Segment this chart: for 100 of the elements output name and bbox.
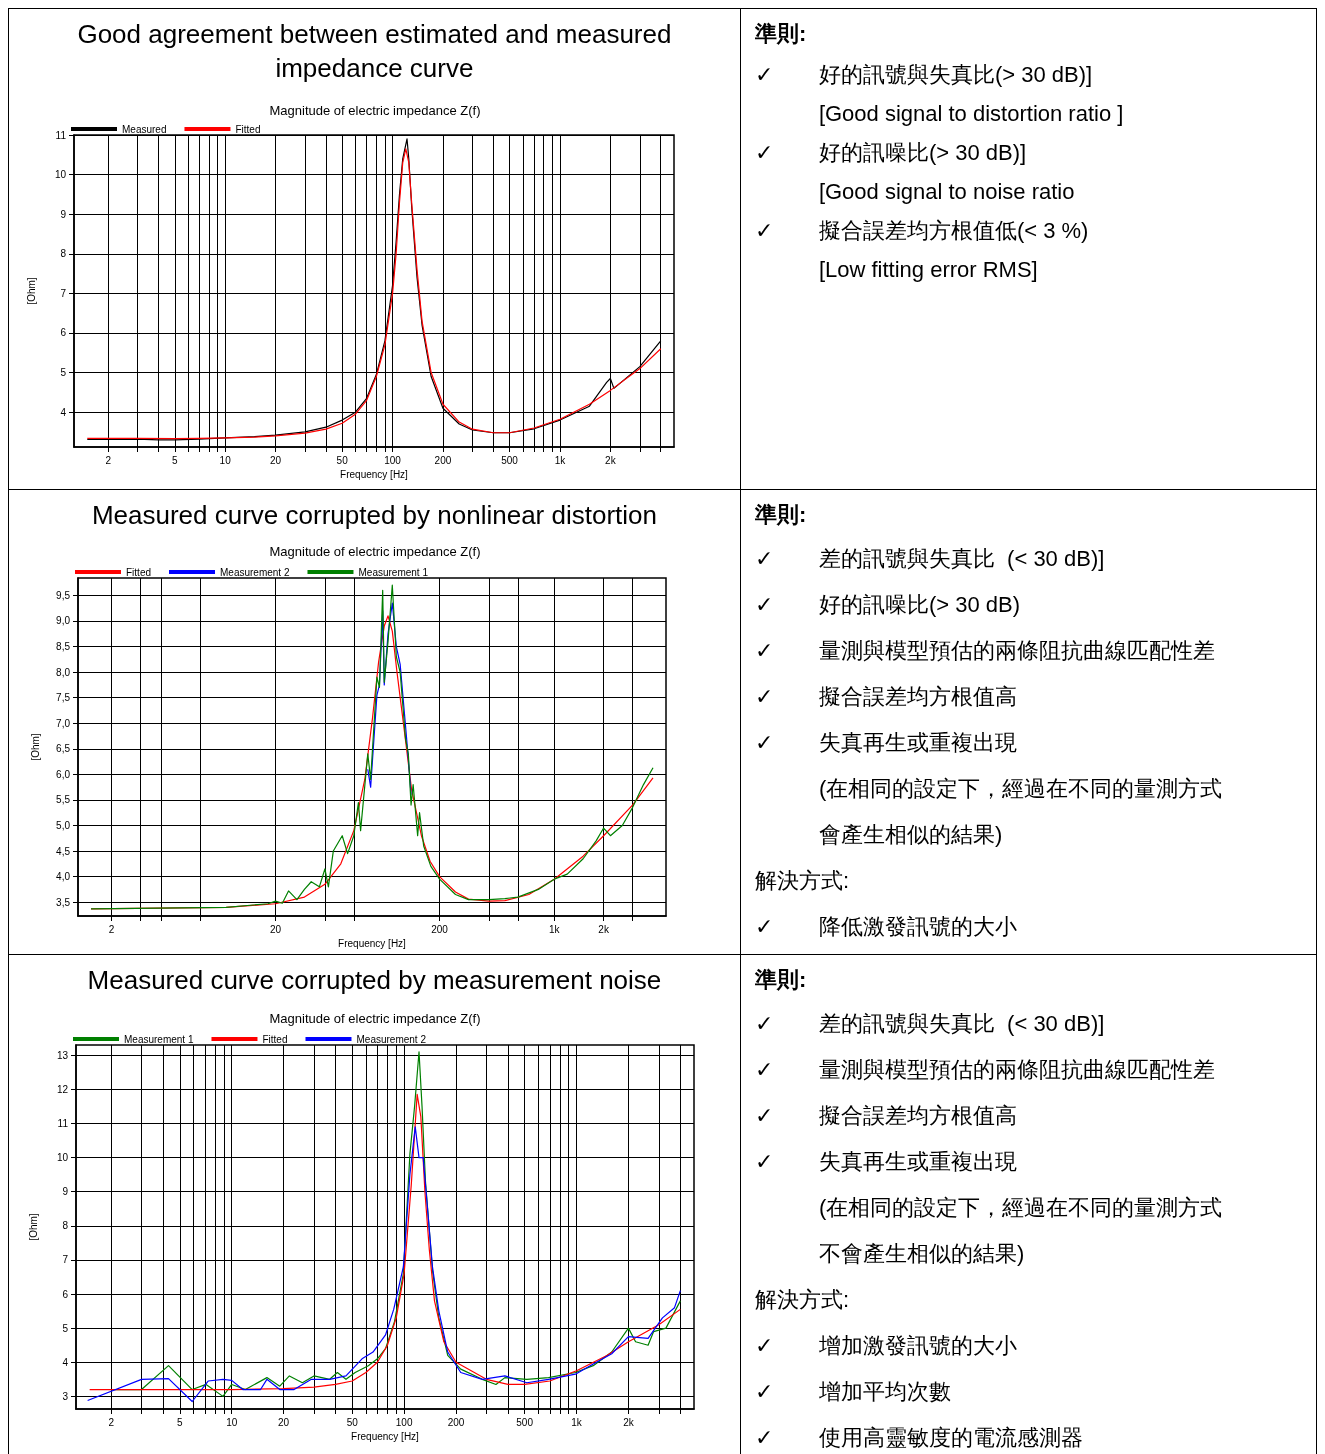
- legend-label: Measurement 2: [220, 566, 290, 578]
- y-tick-label: 8: [60, 248, 67, 260]
- text: ✓ 失真再生或重複出現: [754, 729, 1018, 757]
- y-tick-label: 5: [60, 367, 67, 379]
- x-tick-label: 10: [226, 1416, 238, 1428]
- text: [Low fitting error RMS]: [817, 256, 1039, 284]
- x-tick-label: 200: [434, 454, 452, 466]
- legend-label: Measurement 2: [356, 1033, 427, 1045]
- y-tick-label: 6: [62, 1288, 69, 1300]
- x-tick-label: 1k: [571, 1416, 583, 1428]
- x-tick-label: 2k: [598, 923, 610, 935]
- text: 解決方式:: [754, 1286, 850, 1314]
- y-tick-label: 4,0: [56, 871, 71, 883]
- y-tick-label: 12: [56, 1083, 69, 1095]
- x-tick-label: 2: [105, 454, 112, 466]
- text: [Good signal to noise ratio: [817, 178, 1076, 206]
- text: 會產生相似的結果): [817, 821, 1004, 849]
- text: ✓ 好的訊噪比(> 30 dB): [754, 591, 1021, 619]
- x-tick-label: 20: [278, 1416, 290, 1428]
- text: ✓ 量測與模型預估的兩條阻抗曲線匹配性差: [754, 637, 1216, 665]
- legend-label: Measurement 1: [124, 1033, 194, 1045]
- legend-label: Measurement 1: [358, 566, 429, 578]
- x-tick-label: 20: [269, 923, 282, 935]
- y-tick-label: 7: [60, 287, 67, 299]
- x-tick-label: 2: [108, 923, 115, 935]
- text: ✓ 失真再生或重複出現: [754, 1148, 1018, 1176]
- text: [Good signal to distortion ratio ]: [817, 100, 1125, 128]
- y-tick-label: 4: [62, 1356, 69, 1368]
- y-tick-label: 4: [60, 406, 67, 418]
- x-tick-label: 5: [177, 1416, 184, 1428]
- text: ✓ 擬合誤差均方根值高: [754, 1102, 1018, 1130]
- y-tick-label: 5: [62, 1322, 69, 1334]
- x-tick-label: 2k: [605, 454, 617, 466]
- y-tick-label: 7,0: [56, 717, 71, 729]
- y-tick-label: 9,0: [56, 615, 71, 627]
- text: ✓ 增加激發訊號的大小: [754, 1332, 1018, 1360]
- x-tick-label: 50: [336, 454, 349, 466]
- legend-label: Fitted: [126, 566, 152, 578]
- legend-label: Fitted: [262, 1033, 288, 1045]
- x-tick-label: 500: [501, 454, 519, 466]
- text: 準則:: [754, 966, 808, 994]
- x-tick-label: 5: [172, 454, 178, 466]
- y-tick-label: 10: [56, 1152, 69, 1164]
- y-tick-label: 8: [62, 1220, 69, 1232]
- text: (在相同的設定下，經過在不同的量測方式: [817, 1194, 1224, 1222]
- x-tick-label: 100: [395, 1416, 413, 1428]
- x-axis-title: Frequency [Hz]: [351, 1431, 420, 1443]
- x-tick-label: 20: [270, 454, 282, 466]
- chart-subtitle: Magnitude of electric impedance Z(f): [269, 103, 481, 118]
- y-tick-label: 8,5: [56, 641, 71, 653]
- y-tick-label: 9: [62, 1186, 69, 1198]
- y-tick-label: 5,0: [56, 819, 71, 831]
- y-tick-label: 11: [57, 1117, 69, 1129]
- x-tick-label: 100: [384, 454, 402, 466]
- y-axis-title: [Ohm]: [27, 1213, 39, 1241]
- y-tick-label: 7: [62, 1254, 69, 1266]
- y-tick-label: 9: [60, 208, 67, 220]
- text: 不會產生相似的結果): [817, 1240, 1026, 1268]
- x-tick-label: 50: [346, 1416, 359, 1428]
- y-tick-label: 6,5: [56, 743, 71, 755]
- chart-title: Good agreement between estimated and measured impedance curve: [76, 18, 673, 85]
- y-tick-label: 10: [54, 169, 67, 181]
- chart-subtitle: Magnitude of electric impedance Z(f): [269, 544, 481, 559]
- x-axis-title: Frequency [Hz]: [338, 938, 407, 950]
- y-tick-label: 13: [56, 1049, 69, 1061]
- y-tick-label: 6: [60, 327, 67, 339]
- y-tick-label: 3: [62, 1390, 69, 1402]
- legend-label: Fitted: [235, 123, 261, 135]
- x-tick-label: 2: [108, 1416, 115, 1428]
- y-tick-label: 3,5: [56, 896, 71, 908]
- y-tick-label: 6,0: [56, 768, 71, 780]
- text: ✓ 量測與模型預估的兩條阻抗曲線匹配性差: [754, 1056, 1216, 1084]
- chart-title: Measured curve corrupted by measurement noise: [86, 964, 663, 997]
- text: ✓ 差的訊號與失真比 (< 30 dB)]: [754, 545, 1106, 573]
- text: ✓ 降低激發訊號的大小: [754, 913, 1018, 941]
- x-tick-label: 2k: [623, 1416, 635, 1428]
- text: ✓ 擬合誤差均方根值低(< 3 %): [754, 217, 1090, 245]
- y-axis-title: [Ohm]: [29, 733, 41, 761]
- x-tick-label: 1k: [554, 454, 567, 466]
- text: ✓ 好的訊噪比(> 30 dB)]: [754, 139, 1028, 167]
- y-tick-label: 8,0: [56, 666, 71, 678]
- chart-title: Measured curve corrupted by nonlinear distortion: [90, 499, 658, 532]
- x-axis-title: Frequency [Hz]: [340, 469, 409, 481]
- y-axis-title: [Ohm]: [25, 277, 37, 305]
- y-tick-label: 9,5: [56, 589, 71, 601]
- x-tick-label: 10: [219, 454, 232, 466]
- y-tick-label: 4,5: [56, 845, 71, 857]
- text: ✓ 擬合誤差均方根值高: [754, 683, 1018, 711]
- x-tick-label: 500: [516, 1416, 534, 1428]
- text: ✓ 使用高靈敏度的電流感測器: [754, 1424, 1084, 1452]
- legend-label: Measured: [122, 123, 167, 135]
- text: 準則:: [754, 501, 808, 529]
- text: 解決方式:: [754, 867, 850, 895]
- y-tick-label: 7,5: [56, 692, 71, 704]
- x-tick-label: 200: [447, 1416, 465, 1428]
- text: 準則:: [754, 20, 808, 48]
- x-tick-label: 200: [431, 923, 449, 935]
- text: (在相同的設定下，經過在不同的量測方式: [817, 775, 1224, 803]
- text: ✓ 增加平均次數: [754, 1378, 952, 1406]
- y-tick-label: 5,5: [56, 794, 71, 806]
